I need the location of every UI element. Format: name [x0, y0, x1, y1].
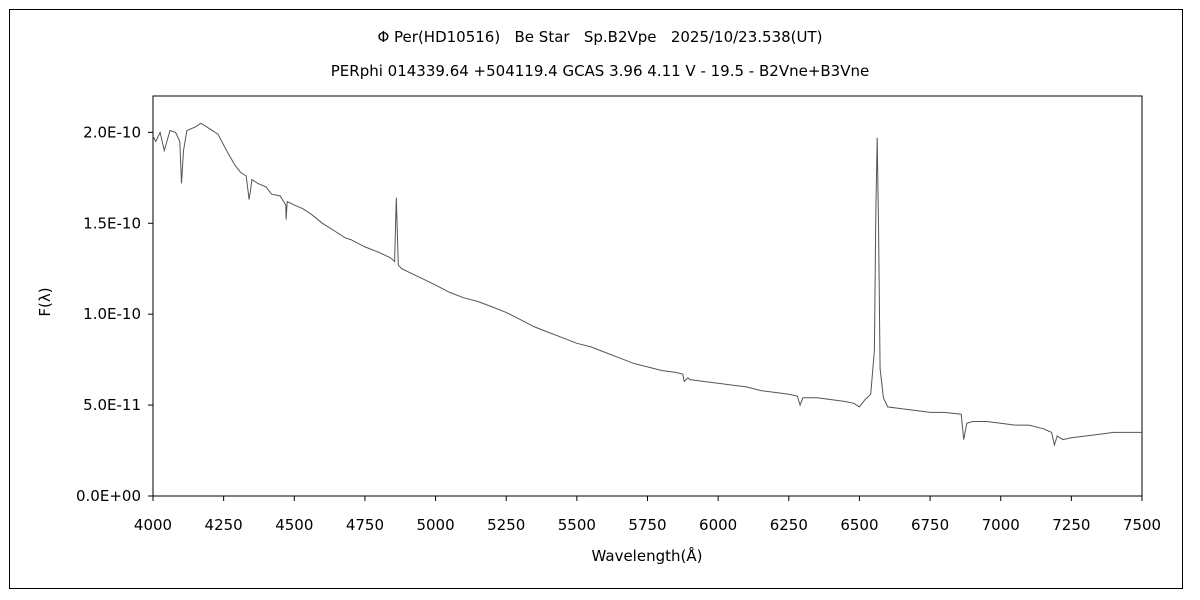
x-tick-label: 5750: [628, 516, 666, 534]
spectrum-line: [152, 122, 1142, 448]
x-tick-label: 7000: [982, 516, 1020, 534]
x-tick-label: 4250: [205, 516, 243, 534]
y-tick-label: 1.5E-10: [83, 214, 141, 232]
x-tick-label: 6000: [699, 516, 737, 534]
x-axis-label: Wavelength(Å): [592, 546, 703, 565]
chart-title: Φ Per(HD10516) Be Star Sp.B2Vpe 2025/10/…: [377, 28, 823, 46]
y-tick-label: 0.0E+00: [76, 487, 141, 505]
y-tick-label: 1.0E-10: [83, 305, 141, 323]
x-tick-label: 5500: [558, 516, 596, 534]
x-tick-label: 4500: [275, 516, 313, 534]
x-tick-label: 6250: [770, 516, 808, 534]
x-tick-label: 5000: [416, 516, 454, 534]
y-axis: 0.0E+00 5.0E-11 1.0E-10 1.5E-10 2.0E-10: [76, 123, 153, 505]
x-tick-label: 5250: [487, 516, 525, 534]
x-tick-label: 4000: [134, 516, 172, 534]
x-tick-label: 6750: [911, 516, 949, 534]
plot-area: [152, 95, 1143, 497]
y-tick-label: 5.0E-11: [83, 396, 141, 414]
chart-frame: [9, 9, 1183, 589]
chart-subtitle: PERphi 014339.64 +504119.4 GCAS 3.96 4.1…: [330, 62, 870, 80]
x-tick-label: 6500: [840, 516, 878, 534]
x-tick-label: 7250: [1052, 516, 1090, 534]
x-tick-label: 4750: [346, 516, 384, 534]
y-axis-label: F(λ): [36, 287, 54, 316]
y-tick-label: 2.0E-10: [83, 123, 141, 141]
x-axis: 4000 4250 4500 4750 5000 5250 5500 5750 6000 6250…: [134, 496, 1161, 534]
x-tick-label: 7500: [1123, 516, 1161, 534]
